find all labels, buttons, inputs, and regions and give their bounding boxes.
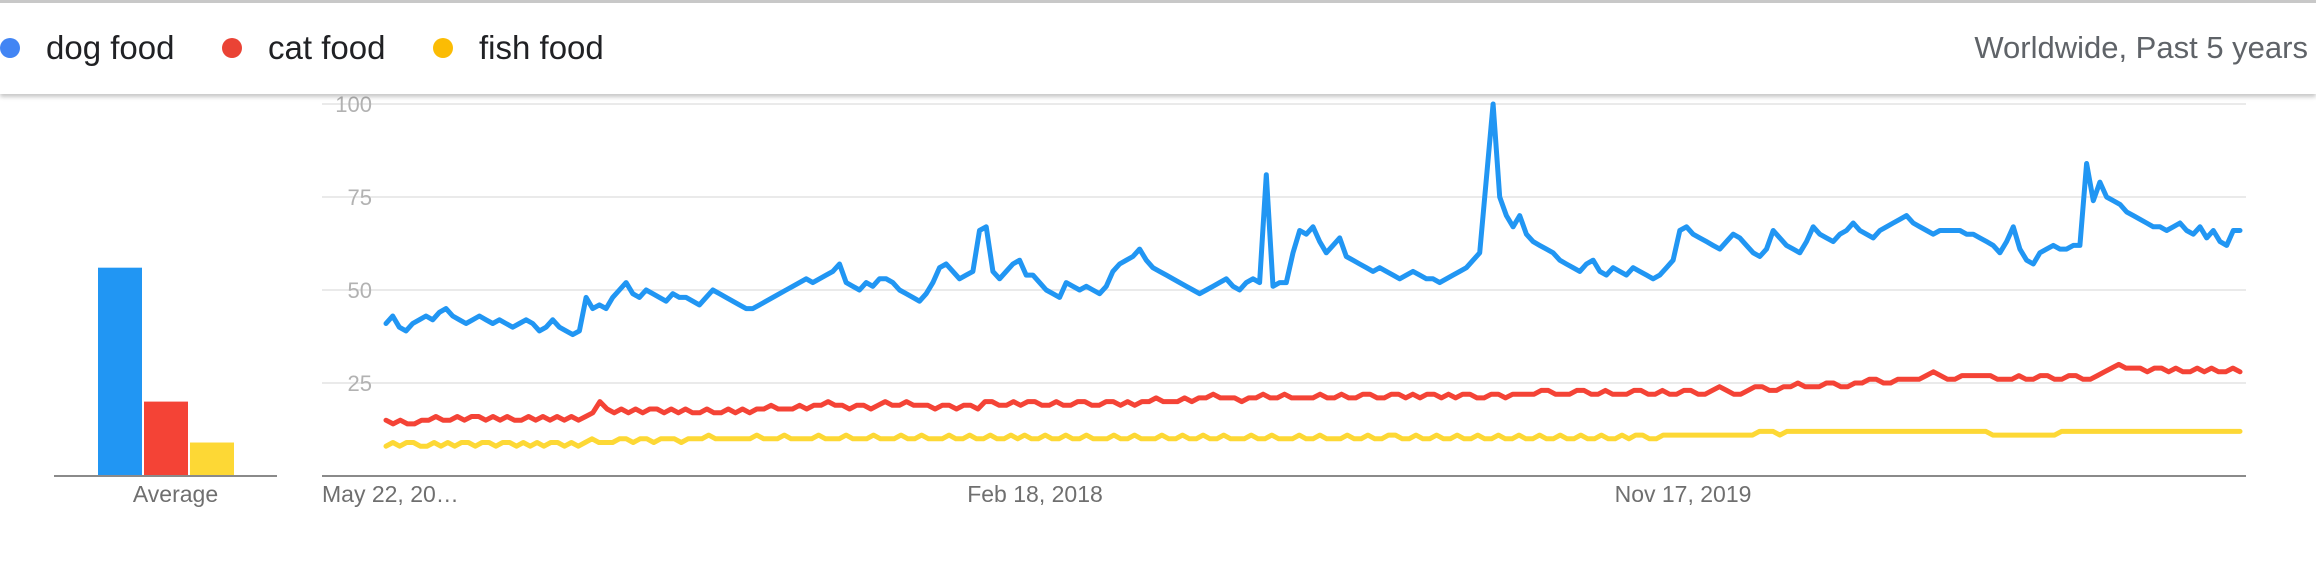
legend-bar: dog food cat food fish food Worldwide, P… — [0, 0, 2316, 94]
series-line-fish-food — [383, 428, 2243, 449]
average-bar-cat-food — [144, 401, 188, 476]
legend-dot-cat-food — [222, 38, 242, 58]
average-label: Average — [133, 481, 218, 507]
series-line-dog-food — [383, 101, 2243, 338]
legend-dot-dog-food — [0, 38, 20, 58]
x-tick-label-3: Nov 17, 2019 — [1615, 481, 1752, 507]
average-bar-fish-food — [190, 442, 234, 476]
legend-label-cat-food: cat food — [268, 29, 386, 66]
series-line-cat-food — [383, 361, 2243, 427]
x-tick-label-2: Feb 18, 2018 — [967, 481, 1103, 507]
legend-label-fish-food: fish food — [479, 29, 604, 66]
y-tick-label-25: 25 — [348, 371, 372, 396]
legend-item-dog-food[interactable]: dog food — [0, 26, 174, 70]
y-tick-label-75: 75 — [348, 185, 372, 210]
y-tick-label-50: 50 — [348, 278, 372, 303]
legend-label-dog-food: dog food — [46, 29, 175, 66]
region-timeframe-label: Worldwide, Past 5 years — [1974, 30, 2308, 65]
legend-item-fish-food[interactable]: fish food — [433, 26, 604, 70]
x-tick-label-1: May 22, 20… — [322, 481, 459, 507]
legend-item-cat-food[interactable]: cat food — [222, 26, 385, 70]
legend-dot-fish-food — [433, 38, 453, 58]
average-bar-dog-food — [98, 267, 142, 476]
y-tick-label-100: 100 — [335, 92, 372, 117]
